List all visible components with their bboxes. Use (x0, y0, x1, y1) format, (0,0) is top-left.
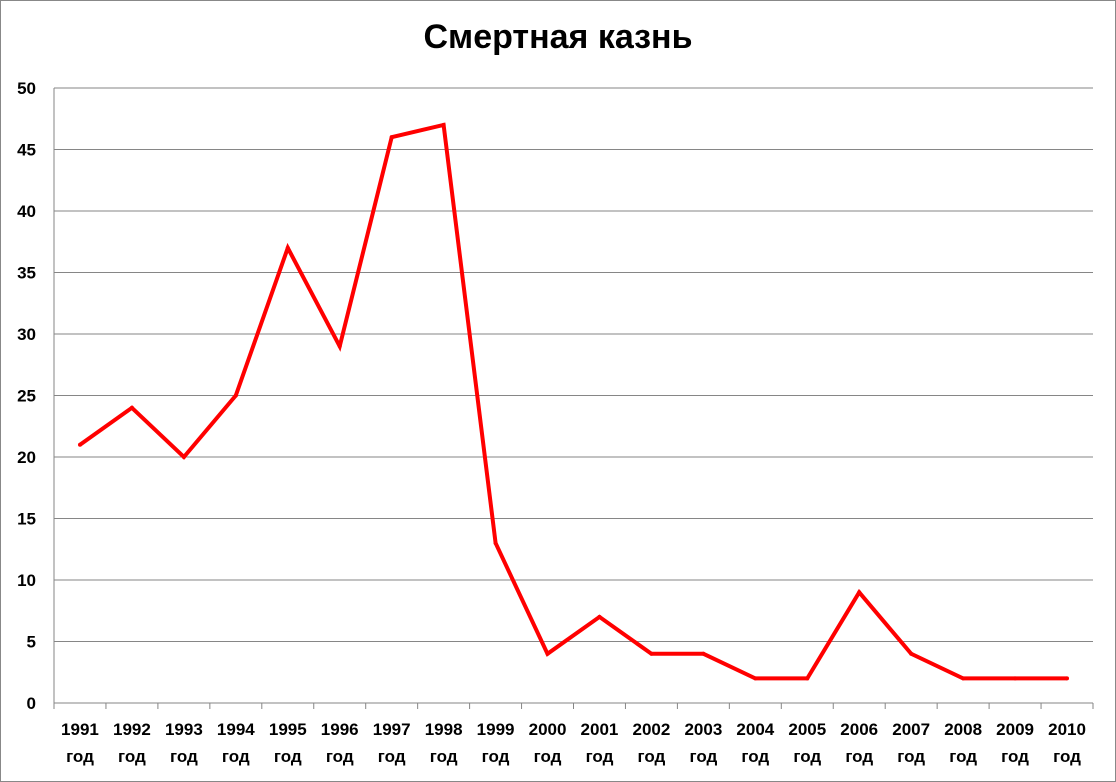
x-tick-label: год (1053, 747, 1081, 766)
data-point (181, 455, 186, 459)
data-point (389, 135, 394, 140)
data-point (649, 651, 654, 656)
x-tick-label: 1997 (373, 720, 411, 739)
x-tick-labels: 1991 год 1992 год 1993 год 1994 год 1995 год 1996 г… (61, 720, 1086, 766)
x-tick-label: 2001 (581, 720, 619, 739)
x-tick-label: год (845, 747, 873, 766)
x-tick-label: 1994 (217, 720, 255, 739)
x-tick-label: 1992 (113, 720, 151, 739)
data-point (701, 651, 706, 656)
data-point (337, 344, 342, 349)
y-tick-label: 30 (17, 325, 36, 344)
x-tick-label: 2007 (892, 720, 930, 739)
data-point (129, 405, 134, 410)
y-tick-labels: 0 5 10 15 20 25 30 35 40 45 50 (17, 79, 36, 713)
y-tick-label: 35 (17, 264, 36, 283)
data-point (77, 442, 82, 447)
x-tick-label: год (689, 747, 717, 766)
x-tick-label: год (222, 747, 250, 766)
x-tick-label: год (638, 747, 666, 766)
x-tick-label: год (949, 747, 977, 766)
data-point (753, 676, 758, 681)
x-tick-label: год (482, 747, 510, 766)
x-tick-label: год (1001, 747, 1029, 766)
y-tick-label: 10 (17, 571, 36, 590)
y-tick-label: 0 (27, 694, 36, 713)
data-point (805, 676, 810, 681)
x-tick-label: год (741, 747, 769, 766)
x-tick-label: 1991 (61, 720, 99, 739)
data-point (233, 393, 238, 398)
x-tick-label: 1993 (165, 720, 203, 739)
gridlines (54, 87, 1093, 642)
data-point (441, 122, 446, 127)
x-tick-label: 1999 (477, 720, 515, 739)
y-tick-label: 50 (17, 79, 36, 98)
data-point (909, 651, 914, 656)
x-tick-label: год (586, 747, 614, 766)
x-tick-label: год (897, 747, 925, 766)
x-tick-label: 2008 (944, 720, 982, 739)
x-tick-label: год (430, 747, 458, 766)
x-tick-label: год (170, 747, 198, 766)
data-point (857, 590, 862, 595)
y-tick-label: 5 (27, 633, 36, 652)
x-tick-label: 2006 (840, 720, 878, 739)
series-line (78, 122, 1067, 681)
x-tick-label: год (118, 747, 146, 766)
x-tick-label: 2003 (684, 720, 722, 739)
y-tick-label: 40 (17, 202, 36, 221)
chart-title: Смертная казнь (423, 18, 693, 56)
data-point (961, 676, 966, 681)
x-tick-label: год (326, 747, 354, 766)
data-point (545, 651, 550, 656)
x-tick-label: 2000 (529, 720, 567, 739)
x-tick-label: 2009 (996, 720, 1034, 739)
data-point (597, 614, 602, 619)
x-tick-label: 1996 (321, 720, 359, 739)
x-tick-label: 1995 (269, 720, 307, 739)
x-tick-label: 1998 (425, 720, 463, 739)
data-point (1065, 676, 1070, 681)
y-tick-label: 15 (17, 510, 36, 529)
data-series (77, 122, 1070, 681)
data-point (285, 245, 290, 250)
x-tick-label: год (378, 747, 406, 766)
y-tick-label: 25 (17, 387, 36, 406)
x-tick-label: год (66, 747, 94, 766)
x-tick-label: 2004 (736, 720, 774, 739)
x-tick-label: год (534, 747, 562, 766)
data-point (493, 541, 498, 546)
y-tick-label: 20 (17, 448, 36, 467)
x-tick-label: год (274, 747, 302, 766)
data-point (1013, 676, 1018, 681)
x-tick-label: год (793, 747, 821, 766)
axes (53, 88, 1094, 709)
y-tick-label: 45 (17, 141, 36, 160)
x-tick-label: 2005 (788, 720, 826, 739)
x-tick-label: 2002 (633, 720, 671, 739)
x-tick-label: 2010 (1048, 720, 1086, 739)
